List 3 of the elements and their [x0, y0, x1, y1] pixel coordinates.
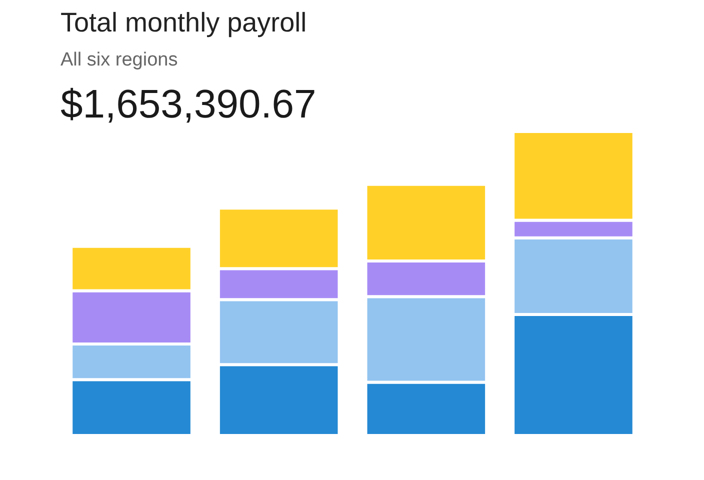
chart-title: Total monthly payroll — [60, 8, 307, 38]
text: $1,653,390.67 — [60, 82, 316, 126]
chart-subtitle: All six regions — [60, 50, 178, 70]
